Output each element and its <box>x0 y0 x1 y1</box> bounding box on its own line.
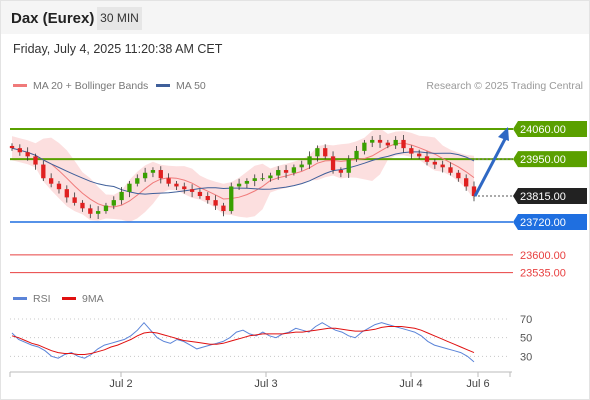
candle-body <box>393 139 398 146</box>
level-label-23720.00: 23720.00 <box>520 217 566 229</box>
candle-body <box>370 139 375 143</box>
candle-body <box>166 178 171 184</box>
candle-body <box>48 178 54 184</box>
rsi-swatch <box>13 296 27 300</box>
candle-body <box>315 148 320 157</box>
x-tick-label: Jul 6 <box>466 378 489 390</box>
ma50-label: MA 50 <box>176 80 206 92</box>
level-tag-23720.00 <box>513 214 587 230</box>
candle-body <box>182 186 187 190</box>
candle-body <box>432 161 438 165</box>
x-tick-label: Jul 3 <box>254 378 277 390</box>
candle-body <box>142 172 148 179</box>
credit-text: Research © 2025 Trading Central <box>426 80 583 92</box>
candle-body <box>25 152 30 157</box>
x-tick-label: Jul 4 <box>399 378 422 390</box>
candle-body <box>346 159 351 173</box>
instrument-title: Dax (Eurex) <box>11 10 95 27</box>
candle-body <box>244 180 250 184</box>
candle-body <box>401 139 406 149</box>
level-tag-24060.00 <box>513 121 587 137</box>
projection-arrow-shaft <box>473 138 507 197</box>
candle-body <box>377 139 383 143</box>
candle-body <box>56 183 62 190</box>
candle-body <box>33 156 38 165</box>
candle-body <box>464 178 469 187</box>
candle-body <box>72 197 77 203</box>
legend-ma20: MA 20 + Bollinger Bands <box>13 80 148 92</box>
legend-rsi-ma: 9MA <box>62 293 104 305</box>
legend-rsi: RSI <box>13 293 51 305</box>
datetime-label: Friday, July 4, 2025 11:20:38 AM CET <box>13 42 223 56</box>
candle-body <box>448 167 453 173</box>
candle-body <box>221 205 226 212</box>
candle-body <box>213 200 218 206</box>
candle-body <box>330 156 336 171</box>
candle-body <box>174 183 179 187</box>
candle-body <box>103 205 109 212</box>
level-label-23950.00: 23950.00 <box>520 154 566 166</box>
candle-body <box>299 164 304 168</box>
candle-body <box>150 170 156 173</box>
candle-body <box>354 150 359 160</box>
level-tag-23950.00 <box>513 151 587 168</box>
candle-body <box>95 211 101 214</box>
candle-body <box>362 142 367 151</box>
level-tag-23815.00 <box>513 188 587 205</box>
timeframe-button[interactable]: 30 MIN <box>97 7 142 30</box>
candle-body <box>338 170 344 173</box>
candle-body <box>323 148 328 157</box>
candle-body <box>119 191 124 201</box>
projection-arrow-head <box>498 127 509 141</box>
candle-body <box>229 186 234 212</box>
candle-body <box>471 186 477 197</box>
rsi-level-label-70: 70 <box>520 314 532 326</box>
legend-ma50: MA 50 <box>156 80 206 92</box>
candle-body <box>88 208 93 214</box>
rsi-level-label-50: 50 <box>520 333 532 345</box>
candle-body <box>80 202 85 209</box>
candle-body <box>17 148 22 153</box>
candle-body <box>236 183 242 187</box>
candle-body <box>135 178 140 184</box>
candle-body <box>283 170 289 173</box>
candle-body <box>205 196 210 201</box>
candle-body <box>409 148 414 154</box>
candle-body <box>189 189 195 192</box>
level-label-23815.00: 23815.00 <box>520 191 566 203</box>
x-tick-label: Jul 2 <box>109 378 132 390</box>
candle-body <box>268 175 273 179</box>
candle-body <box>64 189 69 198</box>
candle-body <box>456 172 461 179</box>
candle-body <box>440 164 445 168</box>
candle-body <box>158 170 163 179</box>
candle-body <box>111 200 116 206</box>
candle-body <box>291 167 297 173</box>
candle-body <box>385 142 391 146</box>
candle-body <box>9 145 15 149</box>
rsi-label: RSI <box>33 293 51 305</box>
ma20-swatch <box>13 83 27 87</box>
ma50-swatch <box>156 83 170 87</box>
ma20-label: MA 20 + Bollinger Bands <box>33 80 149 92</box>
candle-body <box>276 170 281 176</box>
candle-body <box>424 156 430 162</box>
level-label-24060.00: 24060.00 <box>520 124 566 136</box>
candle-body <box>127 183 132 192</box>
rsi-level-label-30: 30 <box>520 351 532 363</box>
rsi-ma-swatch <box>62 296 76 300</box>
candle-body <box>41 164 46 179</box>
candle-body <box>197 191 203 197</box>
ma50-line <box>11 147 475 195</box>
rsi-ma-line <box>11 326 475 355</box>
candle-body <box>260 178 265 180</box>
candle-body <box>307 156 312 165</box>
candle-body <box>417 153 422 157</box>
rsi-line <box>11 321 475 363</box>
rsi-ma-label: 9MA <box>82 293 104 305</box>
level-label-23535.00: 23535.00 <box>520 268 566 280</box>
candle-body <box>252 178 257 181</box>
level-label-23600.00: 23600.00 <box>520 250 566 262</box>
